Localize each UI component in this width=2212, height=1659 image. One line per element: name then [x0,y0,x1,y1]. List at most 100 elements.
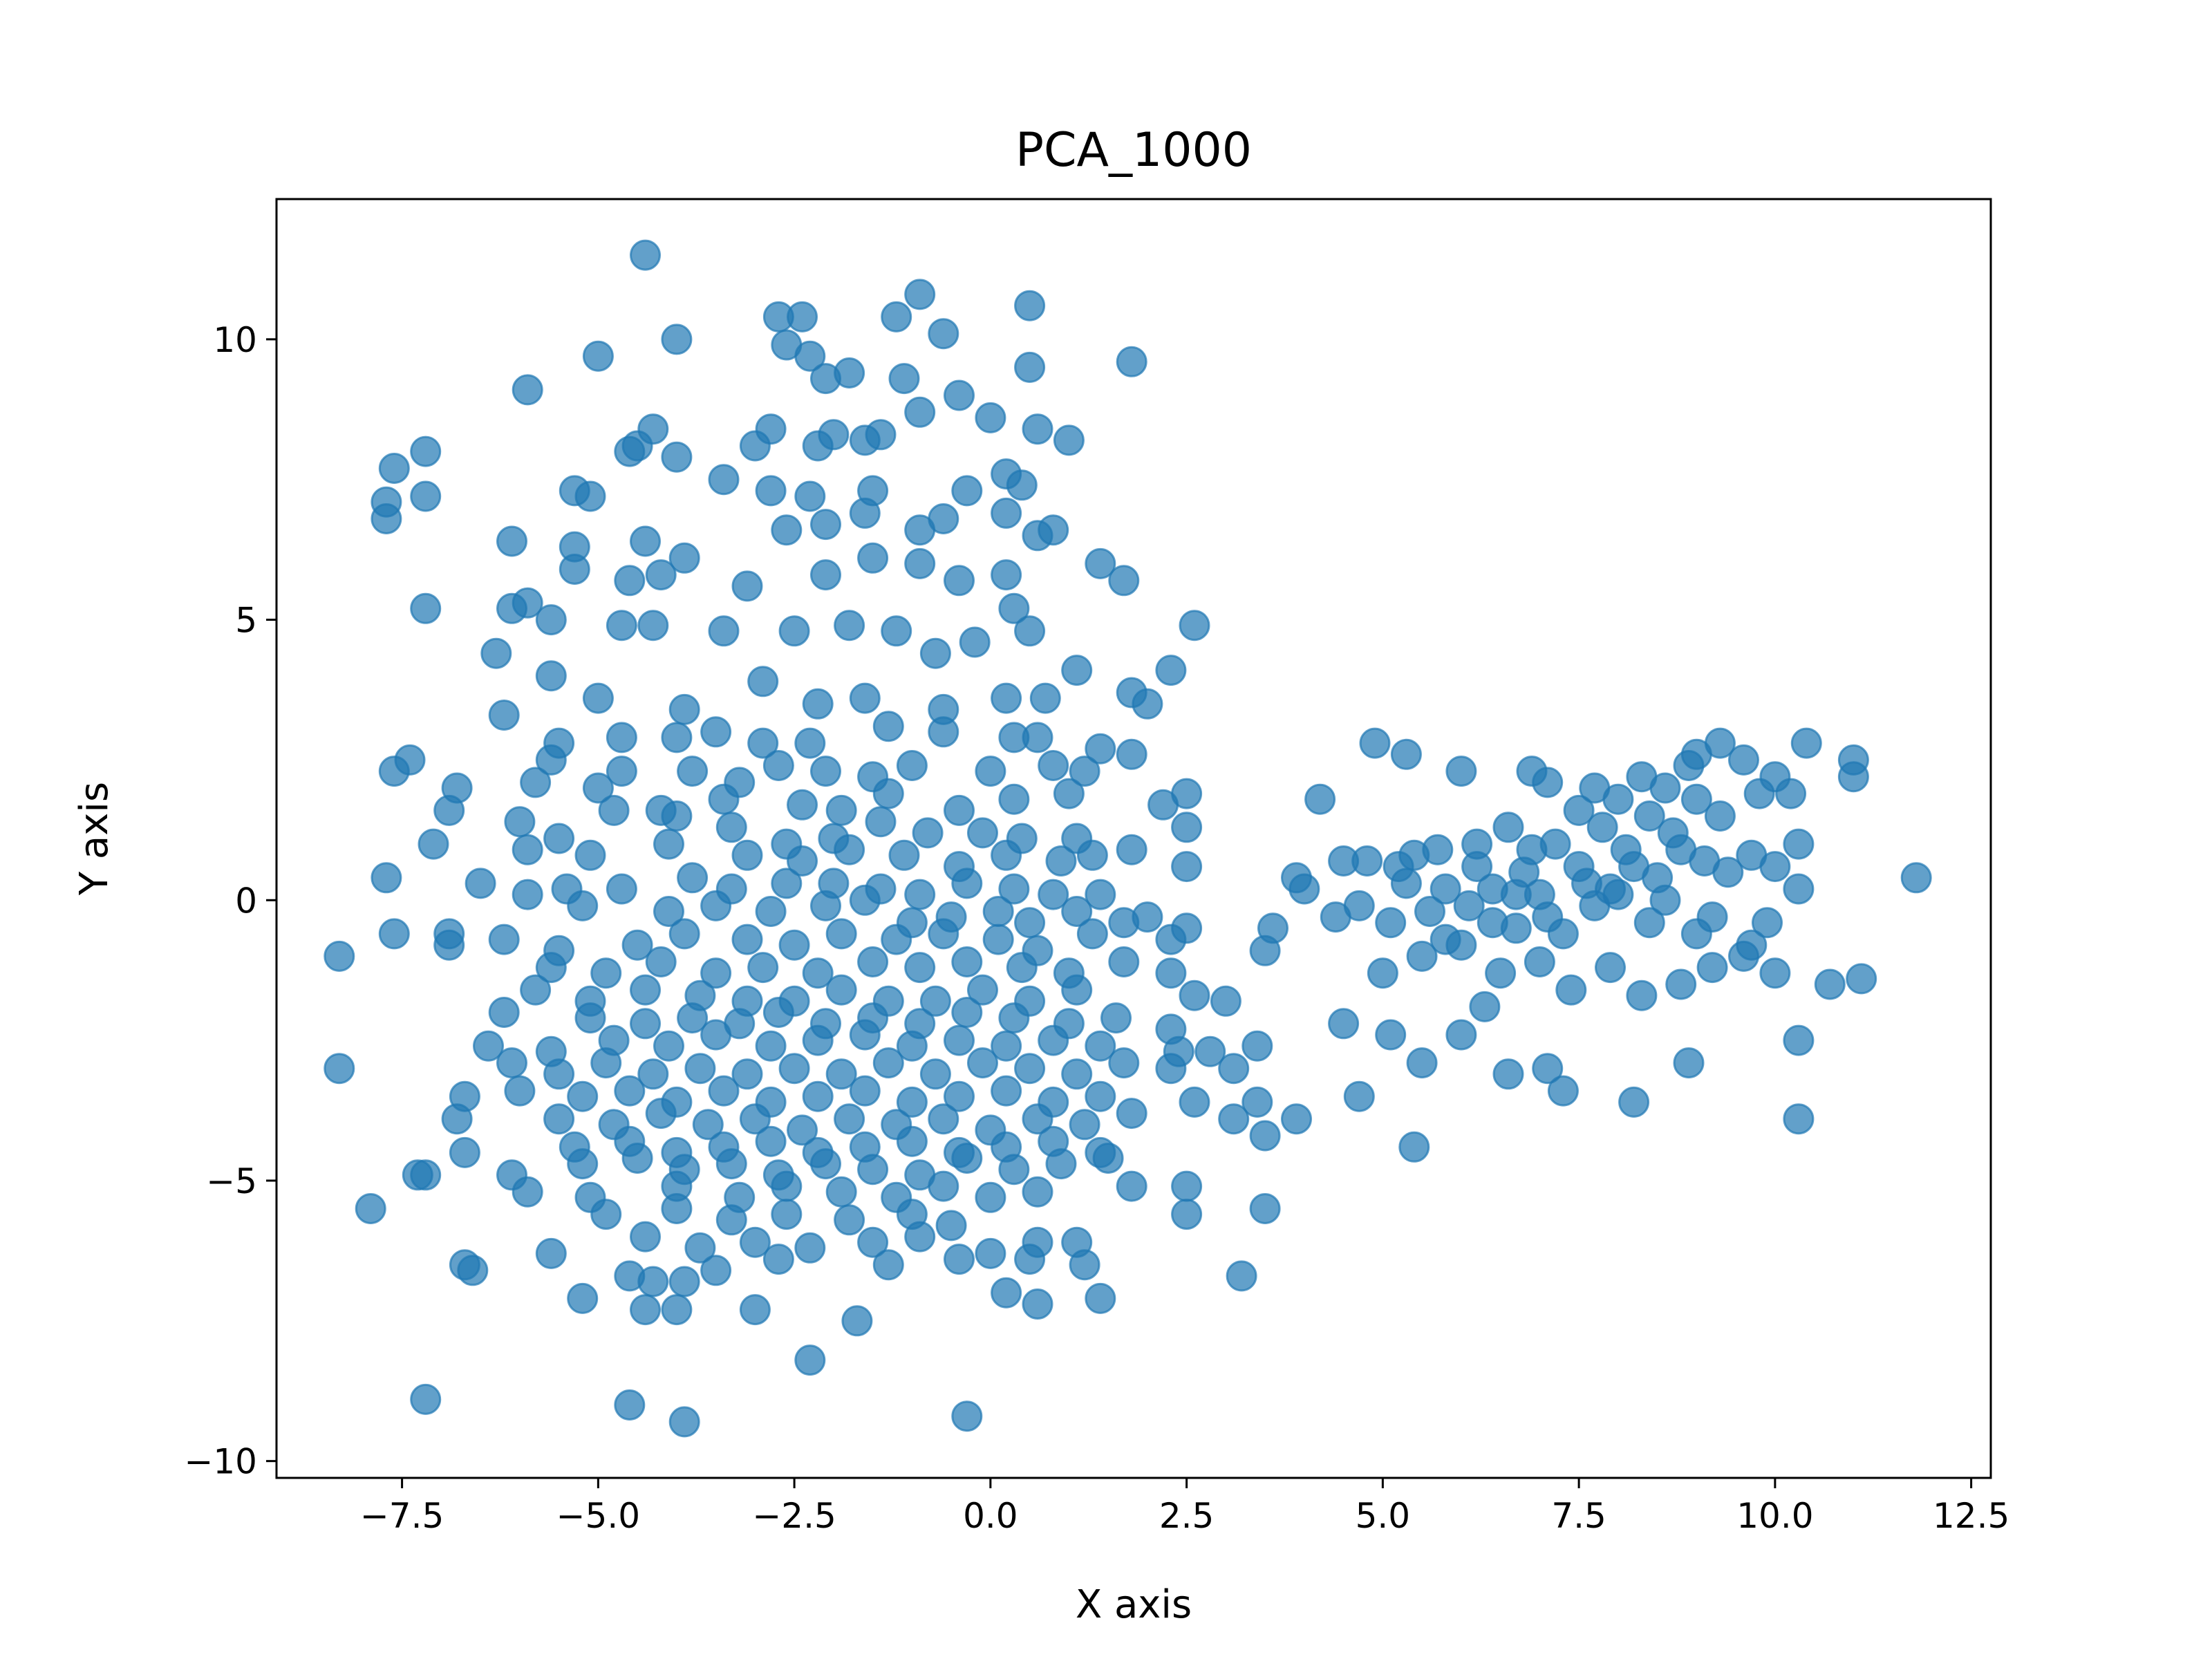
x-tick-label: 0.0 [963,1496,1018,1536]
data-point [1069,1249,1100,1281]
data-point [1014,907,1046,939]
data-point [778,929,810,961]
data-point [1218,1103,1250,1135]
data-point [684,1232,716,1264]
data-point [928,716,959,748]
data-point [661,800,693,832]
data-point [881,924,912,955]
data-point [606,722,637,753]
data-point [1085,1030,1116,1062]
data-point [1100,1002,1132,1034]
data-point [512,587,543,619]
data-point [991,1030,1022,1062]
data-point [715,1204,747,1236]
data-point [582,682,614,714]
data-point [1532,767,1564,798]
data-point [1022,1103,1053,1135]
data-point [794,1344,826,1376]
data-point [834,1103,865,1135]
data-point [1241,1030,1273,1062]
y-tick-label: 0 [235,881,257,921]
data-points [324,239,1932,1438]
data-point [825,918,857,950]
data-point [1328,1008,1360,1040]
data-point [1179,610,1210,641]
data-point [731,924,763,955]
data-point [590,1047,622,1079]
data-point [1085,547,1116,579]
data-point [567,1282,599,1314]
data-point [637,1058,669,1090]
data-point [590,1199,622,1230]
data-point [496,525,527,557]
data-point [998,1002,1030,1034]
data-point [1375,907,1407,939]
data-point [1108,1047,1140,1079]
data-point [567,1148,599,1180]
data-point [488,700,520,731]
data-point [1022,413,1053,445]
data-point [928,503,959,534]
data-point [991,497,1022,529]
data-point [480,637,512,669]
x-tick-label: 12.5 [1933,1496,2009,1536]
data-point [1147,789,1179,821]
data-point [535,660,567,692]
data-point [1076,918,1108,950]
data-point [849,884,881,916]
data-point [410,435,442,467]
data-point [794,480,826,512]
data-point [755,1125,787,1157]
data-point [834,834,865,865]
data-point [1069,756,1100,787]
data-point [1500,879,1532,910]
x-axis-label: X axis [1076,1582,1192,1627]
data-point [1704,727,1736,759]
data-point [755,1030,787,1062]
data-point [771,514,803,546]
data-point [378,918,410,950]
plot-frame [275,198,1992,1479]
data-point [668,918,700,950]
data-point [708,464,740,496]
data-point [1194,1035,1226,1067]
data-point [614,1389,646,1421]
data-point [849,1019,881,1051]
data-point [747,666,779,697]
data-point [1171,812,1203,843]
data-point [559,554,590,585]
data-point [1406,1047,1438,1079]
data-point [692,1109,724,1141]
data-point [1461,851,1493,883]
data-point [747,727,779,759]
data-point [700,957,732,989]
data-point [449,1136,480,1168]
data-point [535,1237,567,1269]
data-point [1069,1109,1100,1141]
data-point [944,565,975,597]
data-point [1045,845,1077,877]
data-point [606,610,637,641]
data-point [991,559,1022,591]
data-point [677,756,709,787]
data-point [1241,1086,1273,1118]
data-point [944,1244,975,1275]
data-point [1390,738,1422,770]
data-point [512,1176,543,1208]
data-point [991,1075,1022,1107]
data-point [896,1125,928,1157]
data-point [928,318,959,350]
data-point [1038,750,1069,781]
data-point [410,480,442,512]
data-point [371,862,402,894]
data-point [872,778,904,809]
data-point [1155,1053,1187,1085]
data-point [1006,469,1038,501]
data-point [1783,873,1815,905]
data-point [668,542,700,574]
data-point [975,1181,1006,1213]
data-point [904,279,936,310]
x-axis-ticks: −7.5 −5.0 −2.5 0.0 2.5 5.0 7.5 10.0 12.5 [360,1478,2009,1536]
data-point [402,1159,433,1191]
data-point [1053,424,1085,456]
